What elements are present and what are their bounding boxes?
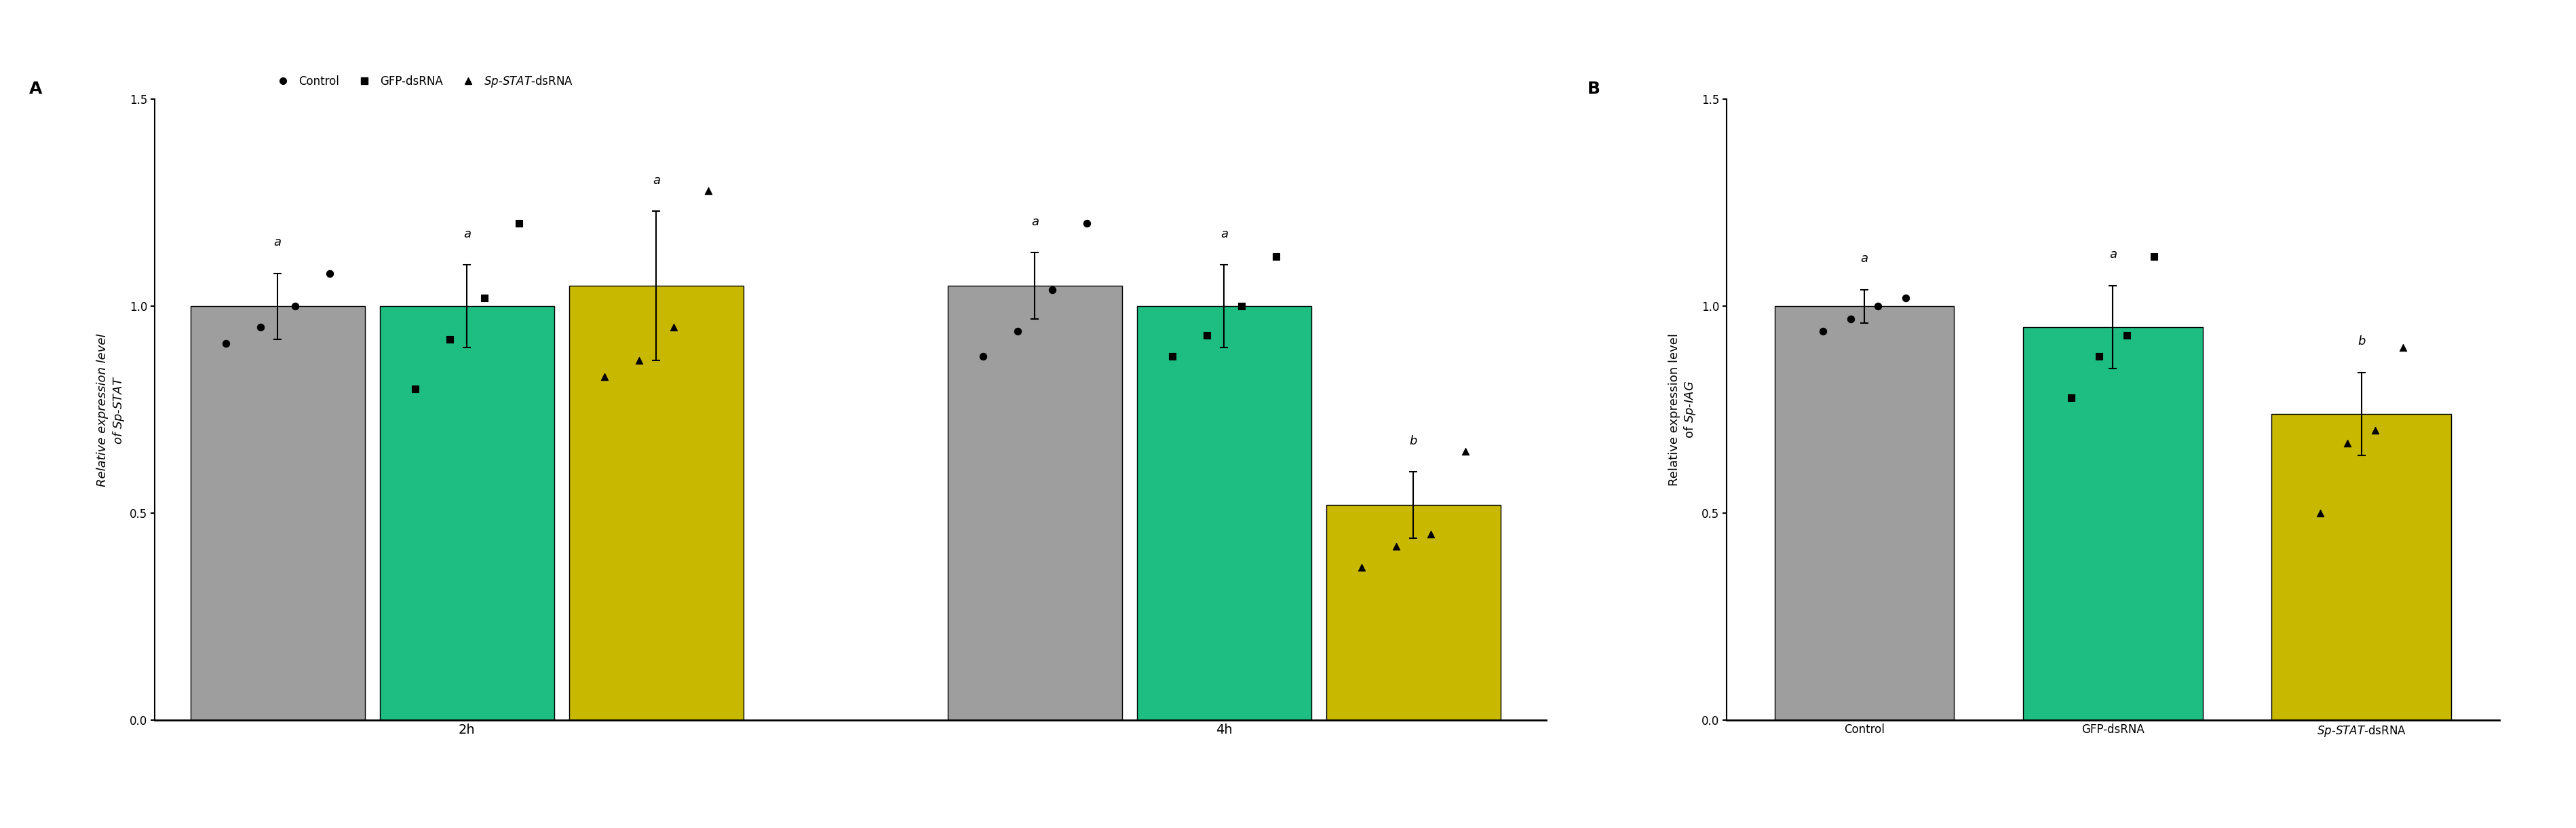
- Point: [688, 184, 729, 197]
- Point: [2133, 250, 2174, 263]
- Point: [1857, 300, 1899, 313]
- Point: [1030, 283, 1072, 296]
- Point: [394, 383, 435, 396]
- Text: a: a: [2110, 248, 2115, 261]
- Point: [309, 267, 350, 280]
- Point: [1185, 329, 1226, 342]
- Bar: [569, 286, 742, 720]
- Point: [1340, 561, 1381, 574]
- Bar: [2272, 414, 2450, 720]
- Point: [1221, 300, 1262, 313]
- Point: [1445, 445, 1486, 458]
- Point: [2105, 329, 2146, 342]
- Bar: [1136, 306, 1311, 720]
- Text: a: a: [1030, 215, 1038, 228]
- Point: [1376, 540, 1417, 553]
- Point: [464, 291, 505, 305]
- Bar: [948, 286, 1121, 720]
- Point: [2079, 349, 2120, 363]
- Point: [961, 349, 1002, 363]
- Point: [2298, 507, 2339, 520]
- Bar: [2022, 327, 2202, 720]
- Point: [652, 320, 693, 334]
- Point: [582, 370, 623, 383]
- Point: [2383, 341, 2424, 354]
- Point: [1803, 325, 1844, 338]
- Text: a: a: [1860, 253, 1868, 265]
- Text: A: A: [28, 81, 44, 97]
- Point: [273, 300, 314, 313]
- Text: a: a: [1221, 228, 1229, 240]
- Bar: [191, 306, 366, 720]
- Point: [206, 337, 247, 350]
- Point: [997, 325, 1038, 338]
- Point: [2050, 391, 2092, 404]
- Text: a: a: [652, 174, 659, 186]
- Text: a: a: [273, 236, 281, 248]
- Point: [240, 320, 281, 334]
- Point: [618, 354, 659, 367]
- Legend: Control, GFP-dsRNA, $Sp$-$STAT$-dsRNA: Control, GFP-dsRNA, $Sp$-$STAT$-dsRNA: [270, 74, 572, 89]
- Bar: [379, 306, 554, 720]
- Bar: [1775, 306, 1953, 720]
- Text: B: B: [1587, 81, 1600, 97]
- Point: [1829, 312, 1870, 325]
- Point: [1066, 217, 1108, 230]
- Point: [2354, 424, 2396, 437]
- Y-axis label: Relative expression level
of $Sp$-$STAT$: Relative expression level of $Sp$-$STAT$: [95, 334, 126, 486]
- Text: a: a: [464, 228, 471, 240]
- Bar: [1327, 505, 1499, 720]
- Point: [1255, 250, 1296, 263]
- Point: [1151, 349, 1193, 363]
- Point: [428, 333, 469, 346]
- Y-axis label: Relative expression level
of $Sp$-$IAG$: Relative expression level of $Sp$-$IAG$: [1667, 334, 1698, 486]
- Point: [2326, 436, 2367, 450]
- Point: [497, 217, 538, 230]
- Point: [1886, 291, 1927, 305]
- Text: b: b: [1409, 435, 1417, 447]
- Text: b: b: [2357, 335, 2365, 348]
- Point: [1409, 527, 1450, 541]
